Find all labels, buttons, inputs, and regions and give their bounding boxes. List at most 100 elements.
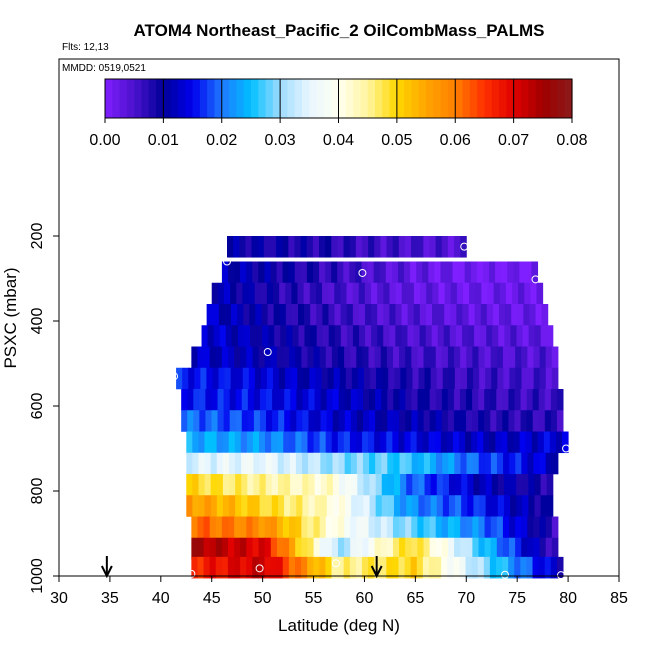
heatmap-cell [246, 431, 254, 454]
heatmap-cell [271, 431, 278, 454]
heatmap-cell [350, 346, 357, 369]
heatmap-cell [499, 282, 507, 305]
heatmap-cell [399, 389, 406, 411]
heatmap-cell [479, 474, 487, 496]
heatmap-cell [217, 389, 225, 411]
heatmap-cell [388, 367, 395, 390]
heatmap-cell [545, 537, 553, 560]
heatmap-cell [307, 431, 315, 454]
heatmap-cell [416, 431, 424, 454]
heatmap-cell [528, 474, 535, 496]
heatmap-cell [362, 516, 370, 539]
heatmap-cell [435, 236, 443, 258]
heatmap-cell [423, 236, 430, 258]
heatmap-cell [265, 431, 272, 454]
heatmap-cell [308, 389, 316, 411]
heatmap-cell [278, 389, 285, 411]
x-tick-label: 65 [406, 590, 424, 607]
heatmap-cell [416, 261, 423, 284]
heatmap-cell [497, 474, 505, 496]
heatmap-cell [216, 431, 224, 454]
heatmap-cell [306, 261, 314, 284]
heatmap-cell [502, 516, 510, 539]
heatmap-cell [539, 537, 547, 560]
heatmap-cell [221, 516, 229, 539]
heatmap-cell [460, 346, 467, 369]
heatmap-cell [296, 474, 303, 496]
heatmap-cell [291, 367, 298, 390]
heatmap-cell [404, 556, 412, 579]
heatmap-cell [241, 474, 248, 496]
heatmap-cell [328, 304, 336, 326]
heatmap-cell [270, 537, 278, 560]
heatmap-cell [228, 516, 235, 539]
heatmap-cell [252, 346, 260, 369]
heatmap-cell [253, 452, 260, 475]
heatmap-cell [504, 325, 511, 347]
heatmap-cell [412, 495, 419, 517]
heatmap-cell [191, 537, 198, 560]
heatmap-cell [292, 325, 299, 347]
heatmap-cell [459, 556, 467, 579]
heatmap-cell [492, 325, 499, 347]
flights-label: Flts: 12,13 [62, 42, 109, 53]
colorbar-swatch [163, 79, 172, 118]
heatmap-cell [215, 516, 223, 539]
heatmap-cell [212, 304, 220, 326]
heatmap-cell [302, 389, 309, 411]
heatmap-cell [331, 556, 339, 579]
heatmap-cell [428, 261, 435, 284]
heatmap-cell [301, 431, 308, 454]
heatmap-cell [471, 556, 479, 579]
x-tick-label: 40 [152, 590, 170, 607]
heatmap-cell [241, 410, 249, 432]
heatmap-cell [478, 346, 486, 369]
heatmap-cell [203, 556, 211, 579]
colorbar-swatch [302, 79, 310, 118]
heatmap-cell [525, 261, 532, 284]
plot-frame [58, 58, 620, 577]
heatmap-cell [253, 389, 261, 411]
heatmap-cell [306, 236, 314, 258]
heatmap-cell [276, 346, 284, 369]
y-tick-label: 400 [29, 308, 46, 335]
heatmap-cell [247, 410, 255, 432]
heatmap-cell [382, 367, 389, 390]
heatmap-cell [191, 346, 198, 369]
heatmap-cell [551, 452, 559, 475]
x-axis-label: Latitude (deg N) [278, 616, 400, 635]
heatmap-cell [426, 282, 433, 305]
heatmap-cell [425, 304, 433, 326]
x-tick-label: 60 [356, 590, 374, 607]
heatmap-cell [270, 346, 278, 369]
heatmap-cell [344, 537, 351, 560]
heatmap-cell [484, 516, 492, 539]
heatmap-cell [413, 304, 421, 326]
heatmap-cell [562, 431, 569, 454]
heatmap-cell [363, 495, 371, 517]
heatmap-cell [462, 282, 470, 305]
heatmap-cell [471, 431, 478, 454]
heatmap-cells [176, 236, 569, 579]
heatmap-cell [346, 282, 354, 305]
x-tick-label: 75 [508, 590, 526, 607]
heatmap-cell [368, 537, 376, 560]
heatmap-cell [197, 346, 205, 369]
heatmap-cell [513, 431, 521, 454]
heatmap-cell [268, 325, 275, 347]
heatmap-cell [522, 495, 529, 517]
heatmap-cell [393, 410, 400, 432]
heatmap-cell [434, 431, 442, 454]
colorbar-tick-label: 0.00 [89, 132, 120, 149]
x-tick-label: 80 [559, 590, 577, 607]
heatmap-cell [458, 261, 466, 284]
sample-point [187, 569, 196, 578]
heatmap-cell [550, 389, 558, 411]
heatmap-cell [260, 282, 268, 305]
heatmap-cell [315, 282, 323, 305]
heatmap-cell [285, 367, 292, 390]
heatmap-cell [450, 282, 458, 305]
heatmap-cell [294, 236, 302, 258]
heatmap-cell [322, 282, 329, 305]
